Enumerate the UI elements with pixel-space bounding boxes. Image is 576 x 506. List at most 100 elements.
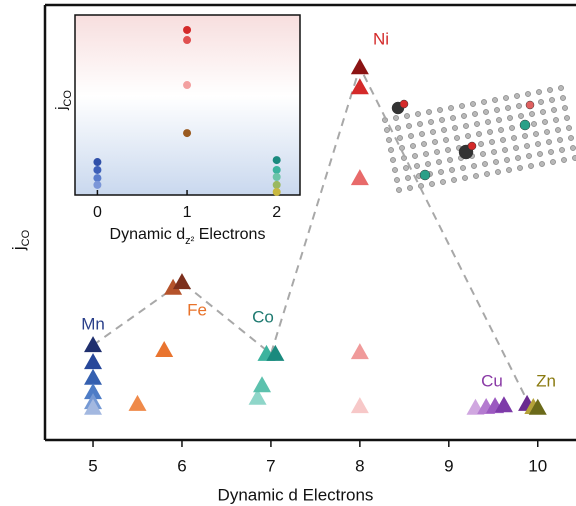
data-point [129,395,147,411]
sheet-atom [492,97,497,102]
sheet-atom [393,115,398,120]
sheet-atom [535,141,540,146]
sheet-atom [525,91,530,96]
sheet-atom [498,127,503,132]
sheet-atom [443,137,448,142]
y-axis-label-part: CO [62,90,74,107]
sheet-atom [549,97,554,102]
series-label: Co [252,307,274,326]
sheet-atom [513,145,518,150]
sheet-atom [548,149,553,154]
sheet-atom [410,143,415,148]
data-point [351,169,369,185]
sheet-atom [450,115,455,120]
sheet-atom [503,95,508,100]
sheet-atom [473,173,478,178]
sheet-atom [432,139,437,144]
sheet-atom [539,161,544,166]
sheet-atom [557,137,562,142]
x-axis-label: Dynamic dz² Electrons [110,226,266,247]
sheet-atom [537,151,542,156]
series-label: Zn [536,371,556,390]
x-axis-label: Dynamic d Electrons [218,485,374,504]
data-point [155,341,173,357]
sheet-atom [394,177,399,182]
sheet-atom [454,135,459,140]
x-tick-label: 0 [93,204,102,221]
sheet-atom [392,167,397,172]
series-label: Cu [481,371,503,390]
x-tick-label: 8 [355,456,364,475]
sheet-atom [570,145,575,150]
x-axis-label-part: z² [185,235,195,247]
sheet-atom [485,119,490,124]
sheet-atom [423,151,428,156]
sheet-atom [529,111,534,116]
data-point [183,81,191,89]
sheet-atom [511,135,516,140]
atom [400,100,408,108]
sheet-atom [441,127,446,132]
sheet-atom [528,163,533,168]
sheet-atom [553,117,558,122]
sheet-atom [505,105,510,110]
sheet-atom [430,129,435,134]
sheet-atom [547,87,552,92]
x-tick-label: 1 [183,204,192,221]
sheet-atom [524,143,529,148]
sheet-atom [533,131,538,136]
sheet-atom [493,159,498,164]
sheet-atom [440,179,445,184]
data-point [84,369,102,385]
data-point [273,188,281,196]
sheet-atom [448,105,453,110]
sheet-atom [482,161,487,166]
sheet-atom [478,141,483,146]
sheet-atom [460,165,465,170]
sheet-atom [502,147,507,152]
sheet-atom [500,137,505,142]
sheet-atom [434,149,439,154]
sheet-atom [555,127,560,132]
sheet-atom [515,155,520,160]
y-axis-label: jCO [9,229,31,251]
sheet-atom [506,167,511,172]
sheet-atom [452,125,457,130]
sheet-atom [526,153,531,158]
sheet-atom [518,113,523,118]
figure: 5678910Dynamic d ElectronsjCOMnFeCoNiCuZ… [0,0,576,506]
data-point [93,166,101,174]
y-axis-label-part: CO [20,229,32,246]
sheet-atom [536,89,541,94]
sheet-atom [494,107,499,112]
sheet-atom [404,113,409,118]
sheet-atom [419,131,424,136]
sheet-atom [561,157,566,162]
sheet-atom [504,157,509,162]
sheet-atom [516,103,521,108]
sheet-atom [386,137,391,142]
sheet-atom [415,111,420,116]
sheet-atom [507,115,512,120]
sheet-atom [540,109,545,114]
sheet-atom [476,131,481,136]
sheet-atom [396,187,401,192]
sheet-atom [566,125,571,130]
data-point [273,156,281,164]
atom [520,120,530,130]
sheet-atom [544,129,549,134]
sheet-atom [428,119,433,124]
x-tick-label: 5 [88,456,97,475]
x-axis-label-part: Electrons [194,226,265,243]
sheet-atom [408,133,413,138]
sheet-atom [414,163,419,168]
atom [468,142,476,150]
sheet-atom [406,123,411,128]
sheet-atom [509,125,514,130]
data-point [93,181,101,189]
sheet-atom [449,167,454,172]
sheet-atom [447,157,452,162]
sheet-atom [462,175,467,180]
sheet-atom [425,161,430,166]
x-tick-label: 6 [177,456,186,475]
